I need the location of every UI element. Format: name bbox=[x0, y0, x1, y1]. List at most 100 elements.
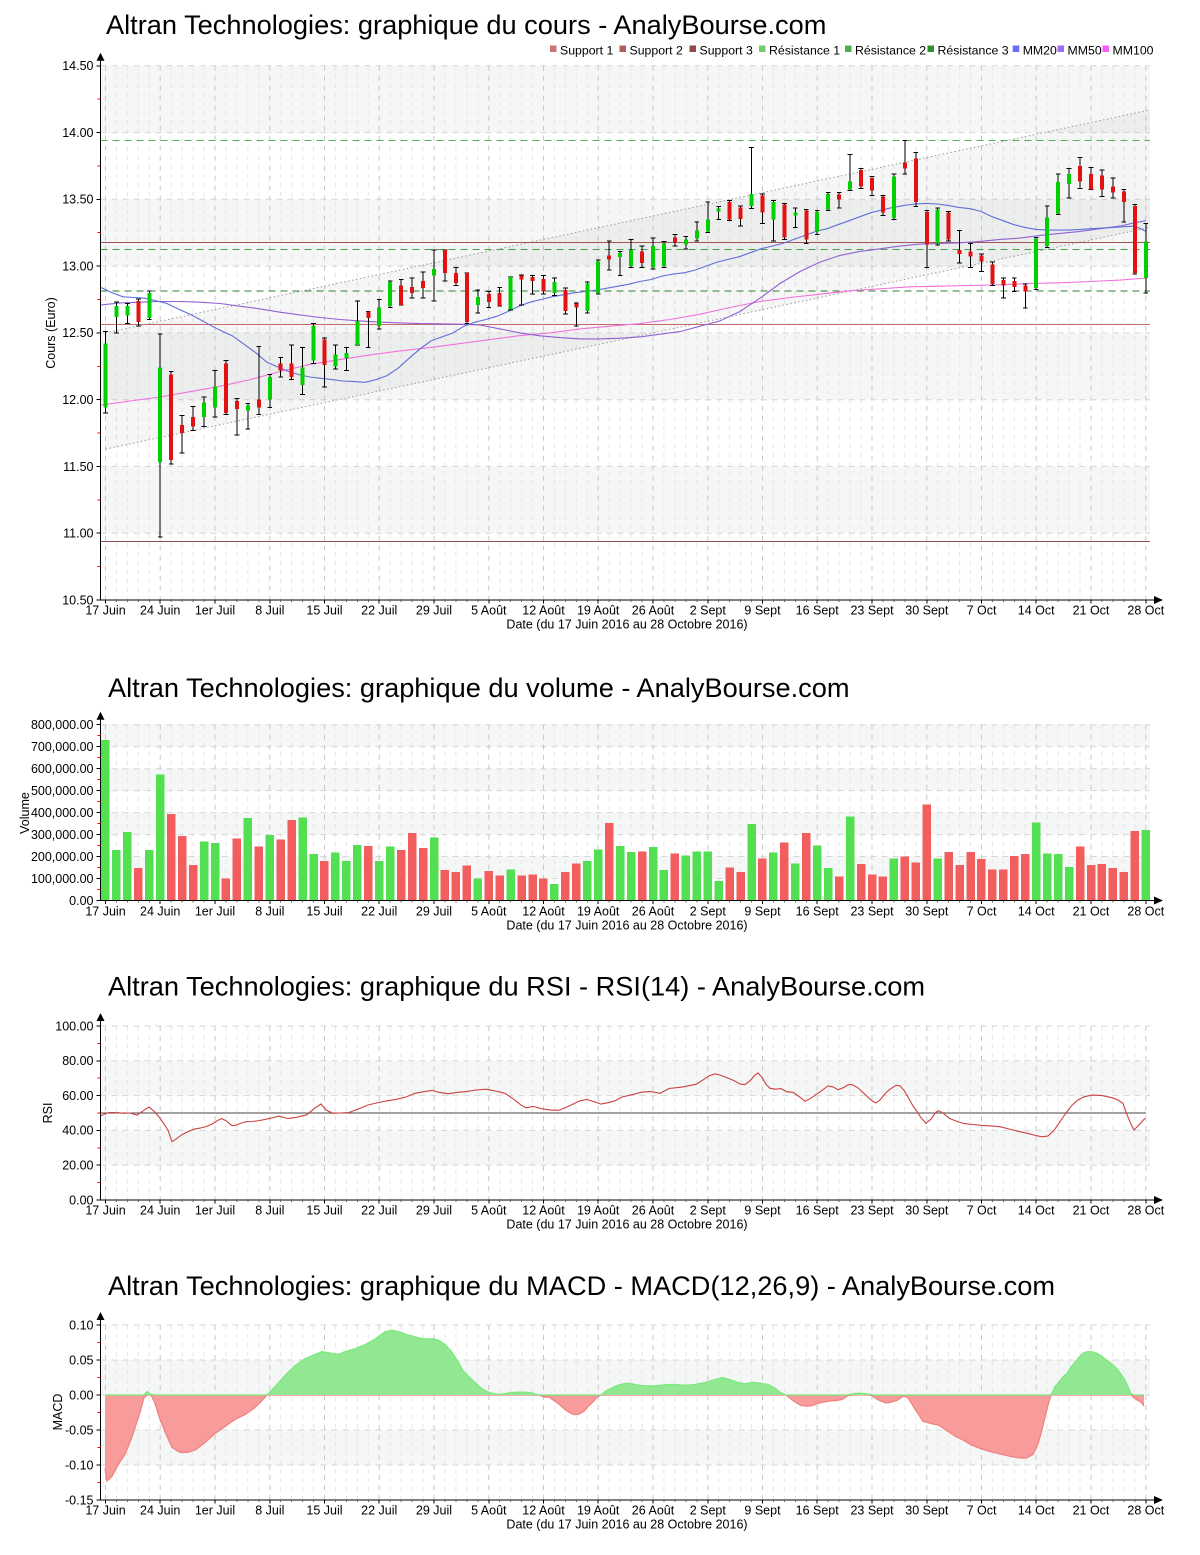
svg-text:12.00: 12.00 bbox=[62, 393, 93, 407]
svg-text:500,000.00: 500,000.00 bbox=[31, 784, 94, 798]
svg-text:22 Juil: 22 Juil bbox=[361, 905, 397, 919]
svg-text:23 Sept: 23 Sept bbox=[850, 905, 894, 919]
svg-text:15 Juil: 15 Juil bbox=[306, 905, 342, 919]
svg-text:19 Août: 19 Août bbox=[577, 604, 620, 618]
svg-text:9 Sept: 9 Sept bbox=[744, 905, 781, 919]
svg-text:Date (du 17 Juin 2016 au 28 Oc: Date (du 17 Juin 2016 au 28 Octobre 2016… bbox=[506, 1518, 747, 1532]
svg-text:26 Août: 26 Août bbox=[632, 1504, 675, 1518]
svg-text:30 Sept: 30 Sept bbox=[905, 604, 949, 618]
svg-text:26 Août: 26 Août bbox=[632, 604, 675, 618]
svg-text:Support 3: Support 3 bbox=[700, 44, 753, 58]
svg-text:15 Juil: 15 Juil bbox=[306, 1204, 342, 1218]
svg-text:200,000.00: 200,000.00 bbox=[31, 850, 94, 864]
svg-text:21 Oct: 21 Oct bbox=[1073, 1204, 1110, 1218]
svg-text:5 Août: 5 Août bbox=[471, 905, 507, 919]
svg-text:1er Juil: 1er Juil bbox=[195, 1504, 235, 1518]
svg-text:15 Juil: 15 Juil bbox=[306, 1504, 342, 1518]
svg-text:13.50: 13.50 bbox=[62, 193, 93, 207]
svg-text:5 Août: 5 Août bbox=[471, 1504, 507, 1518]
svg-text:1er Juil: 1er Juil bbox=[195, 905, 235, 919]
svg-text:100,000.00: 100,000.00 bbox=[31, 872, 94, 886]
svg-text:Résistance 2: Résistance 2 bbox=[855, 44, 926, 58]
svg-text:13.00: 13.00 bbox=[62, 259, 93, 273]
svg-text:22 Juil: 22 Juil bbox=[361, 1504, 397, 1518]
svg-text:7 Oct: 7 Oct bbox=[967, 604, 997, 618]
svg-text:12 Août: 12 Août bbox=[522, 604, 565, 618]
svg-text:Résistance 1: Résistance 1 bbox=[769, 44, 840, 58]
svg-text:30 Sept: 30 Sept bbox=[905, 1204, 949, 1218]
svg-text:29 Juil: 29 Juil bbox=[416, 905, 452, 919]
svg-text:11.00: 11.00 bbox=[63, 527, 93, 541]
svg-text:28 Oct: 28 Oct bbox=[1127, 1204, 1164, 1218]
svg-text:10.50: 10.50 bbox=[62, 593, 93, 607]
svg-text:7 Oct: 7 Oct bbox=[967, 1504, 997, 1518]
svg-text:300,000.00: 300,000.00 bbox=[31, 828, 94, 842]
svg-text:0.00: 0.00 bbox=[69, 894, 93, 908]
svg-text:9 Sept: 9 Sept bbox=[744, 604, 781, 618]
svg-text:17 Juin: 17 Juin bbox=[85, 1504, 125, 1518]
svg-text:Support 1: Support 1 bbox=[560, 44, 613, 58]
svg-text:7 Oct: 7 Oct bbox=[967, 905, 997, 919]
svg-text:8 Juil: 8 Juil bbox=[255, 1204, 284, 1218]
svg-text:12.50: 12.50 bbox=[62, 326, 93, 340]
svg-text:8 Juil: 8 Juil bbox=[255, 905, 284, 919]
svg-text:Cours (Euro): Cours (Euro) bbox=[44, 297, 58, 369]
svg-text:Altran Technologies: graphique: Altran Technologies: graphique du cours … bbox=[106, 9, 826, 40]
svg-text:29 Juil: 29 Juil bbox=[416, 604, 452, 618]
svg-text:19 Août: 19 Août bbox=[577, 905, 620, 919]
svg-text:8 Juil: 8 Juil bbox=[255, 604, 284, 618]
svg-text:40.00: 40.00 bbox=[62, 1124, 93, 1138]
svg-text:22 Juil: 22 Juil bbox=[361, 1204, 397, 1218]
svg-text:Altran Technologies: graphique: Altran Technologies: graphique du volume… bbox=[108, 672, 850, 703]
svg-text:2 Sept: 2 Sept bbox=[690, 1504, 727, 1518]
svg-text:14 Oct: 14 Oct bbox=[1018, 604, 1055, 618]
svg-text:11.50: 11.50 bbox=[63, 460, 93, 474]
svg-text:21 Oct: 21 Oct bbox=[1073, 1504, 1110, 1518]
svg-text:30 Sept: 30 Sept bbox=[905, 1504, 949, 1518]
svg-text:80.00: 80.00 bbox=[62, 1054, 93, 1068]
svg-text:19 Août: 19 Août bbox=[577, 1504, 620, 1518]
svg-text:600,000.00: 600,000.00 bbox=[31, 762, 94, 776]
svg-text:23 Sept: 23 Sept bbox=[850, 604, 894, 618]
svg-text:26 Août: 26 Août bbox=[632, 1204, 675, 1218]
svg-text:28 Oct: 28 Oct bbox=[1127, 1504, 1164, 1518]
svg-text:20.00: 20.00 bbox=[62, 1159, 93, 1173]
svg-text:9 Sept: 9 Sept bbox=[744, 1504, 781, 1518]
svg-text:30 Sept: 30 Sept bbox=[905, 905, 949, 919]
svg-text:7 Oct: 7 Oct bbox=[967, 1204, 997, 1218]
svg-text:26 Août: 26 Août bbox=[632, 905, 675, 919]
svg-text:Support 2: Support 2 bbox=[630, 44, 683, 58]
svg-text:800,000.00: 800,000.00 bbox=[31, 718, 94, 732]
svg-text:Altran Technologies: graphique: Altran Technologies: graphique du MACD -… bbox=[108, 1270, 1055, 1301]
svg-text:17 Juin: 17 Juin bbox=[85, 604, 125, 618]
svg-text:2 Sept: 2 Sept bbox=[690, 905, 727, 919]
svg-text:Altran Technologies: graphique: Altran Technologies: graphique du RSI - … bbox=[108, 971, 925, 1002]
svg-text:MM20: MM20 bbox=[1023, 44, 1057, 58]
svg-text:0.00: 0.00 bbox=[69, 1388, 93, 1402]
svg-text:12 Août: 12 Août bbox=[522, 905, 565, 919]
svg-text:Date (du 17 Juin 2016 au 28 Oc: Date (du 17 Juin 2016 au 28 Octobre 2016… bbox=[506, 919, 747, 933]
svg-text:-0.15: -0.15 bbox=[65, 1493, 94, 1507]
svg-text:0.05: 0.05 bbox=[69, 1353, 93, 1367]
svg-text:-0.05: -0.05 bbox=[65, 1423, 94, 1437]
svg-text:24 Juin: 24 Juin bbox=[140, 905, 180, 919]
svg-text:22 Juil: 22 Juil bbox=[361, 604, 397, 618]
svg-text:29 Juil: 29 Juil bbox=[416, 1504, 452, 1518]
svg-text:17 Juin: 17 Juin bbox=[85, 1204, 125, 1218]
svg-text:14 Oct: 14 Oct bbox=[1018, 1204, 1055, 1218]
svg-text:400,000.00: 400,000.00 bbox=[31, 806, 94, 820]
svg-text:16 Sept: 16 Sept bbox=[796, 905, 840, 919]
svg-text:12 Août: 12 Août bbox=[522, 1504, 565, 1518]
svg-text:0.00: 0.00 bbox=[69, 1193, 93, 1207]
svg-text:12 Août: 12 Août bbox=[522, 1204, 565, 1218]
svg-text:14.00: 14.00 bbox=[62, 126, 93, 140]
svg-text:28 Oct: 28 Oct bbox=[1127, 905, 1164, 919]
svg-text:100.00: 100.00 bbox=[55, 1019, 93, 1033]
svg-text:15 Juil: 15 Juil bbox=[306, 604, 342, 618]
svg-text:Volume: Volume bbox=[18, 792, 32, 834]
svg-text:28 Oct: 28 Oct bbox=[1127, 604, 1164, 618]
svg-text:14 Oct: 14 Oct bbox=[1018, 905, 1055, 919]
svg-text:MM100: MM100 bbox=[1113, 44, 1154, 58]
svg-text:2 Sept: 2 Sept bbox=[690, 604, 727, 618]
svg-text:0.10: 0.10 bbox=[69, 1318, 93, 1332]
